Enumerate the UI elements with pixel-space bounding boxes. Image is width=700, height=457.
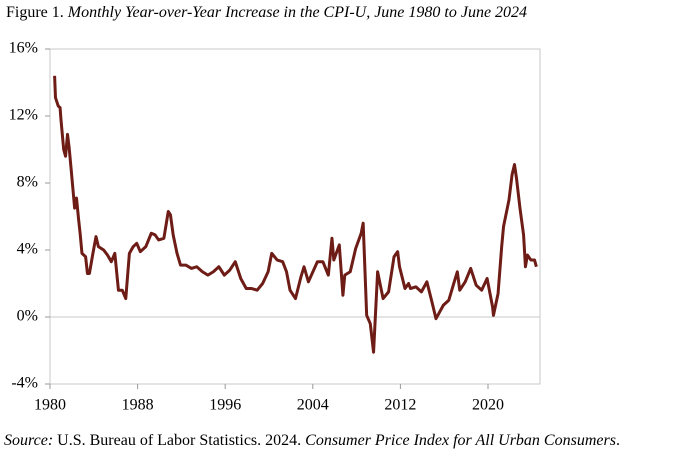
y-tick-label: 8% bbox=[17, 174, 38, 191]
x-tick-label: 2012 bbox=[384, 397, 416, 414]
chart-title: Figure 1. Monthly Year-over-Year Increas… bbox=[6, 4, 527, 21]
plot-frame bbox=[49, 48, 541, 385]
data-line bbox=[53, 75, 538, 354]
y-tick-label: 0% bbox=[17, 308, 38, 325]
title-prefix: Figure 1. bbox=[6, 4, 64, 21]
y-tick-label: 16% bbox=[9, 40, 38, 57]
source-end: . bbox=[616, 432, 620, 449]
y-tick-label: 4% bbox=[17, 241, 38, 258]
source-note: Source: U.S. Bureau of Labor Statistics.… bbox=[4, 432, 620, 449]
x-tick-label: 2020 bbox=[472, 397, 504, 414]
x-tick-label: 2004 bbox=[297, 397, 329, 414]
source-label: Source: bbox=[4, 432, 53, 449]
x-tick-label: 1988 bbox=[122, 397, 154, 414]
x-tick-label: 1980 bbox=[34, 397, 66, 414]
y-tick-label: -4% bbox=[11, 375, 38, 392]
source-text: U.S. Bureau of Labor Statistics. 2024. bbox=[57, 432, 301, 449]
title-text: Monthly Year-over-Year Increase in the C… bbox=[67, 4, 527, 21]
x-tick-label: 1996 bbox=[209, 397, 241, 414]
source-title: Consumer Price Index for All Urban Consu… bbox=[305, 432, 616, 449]
y-tick-label: 12% bbox=[9, 107, 38, 124]
